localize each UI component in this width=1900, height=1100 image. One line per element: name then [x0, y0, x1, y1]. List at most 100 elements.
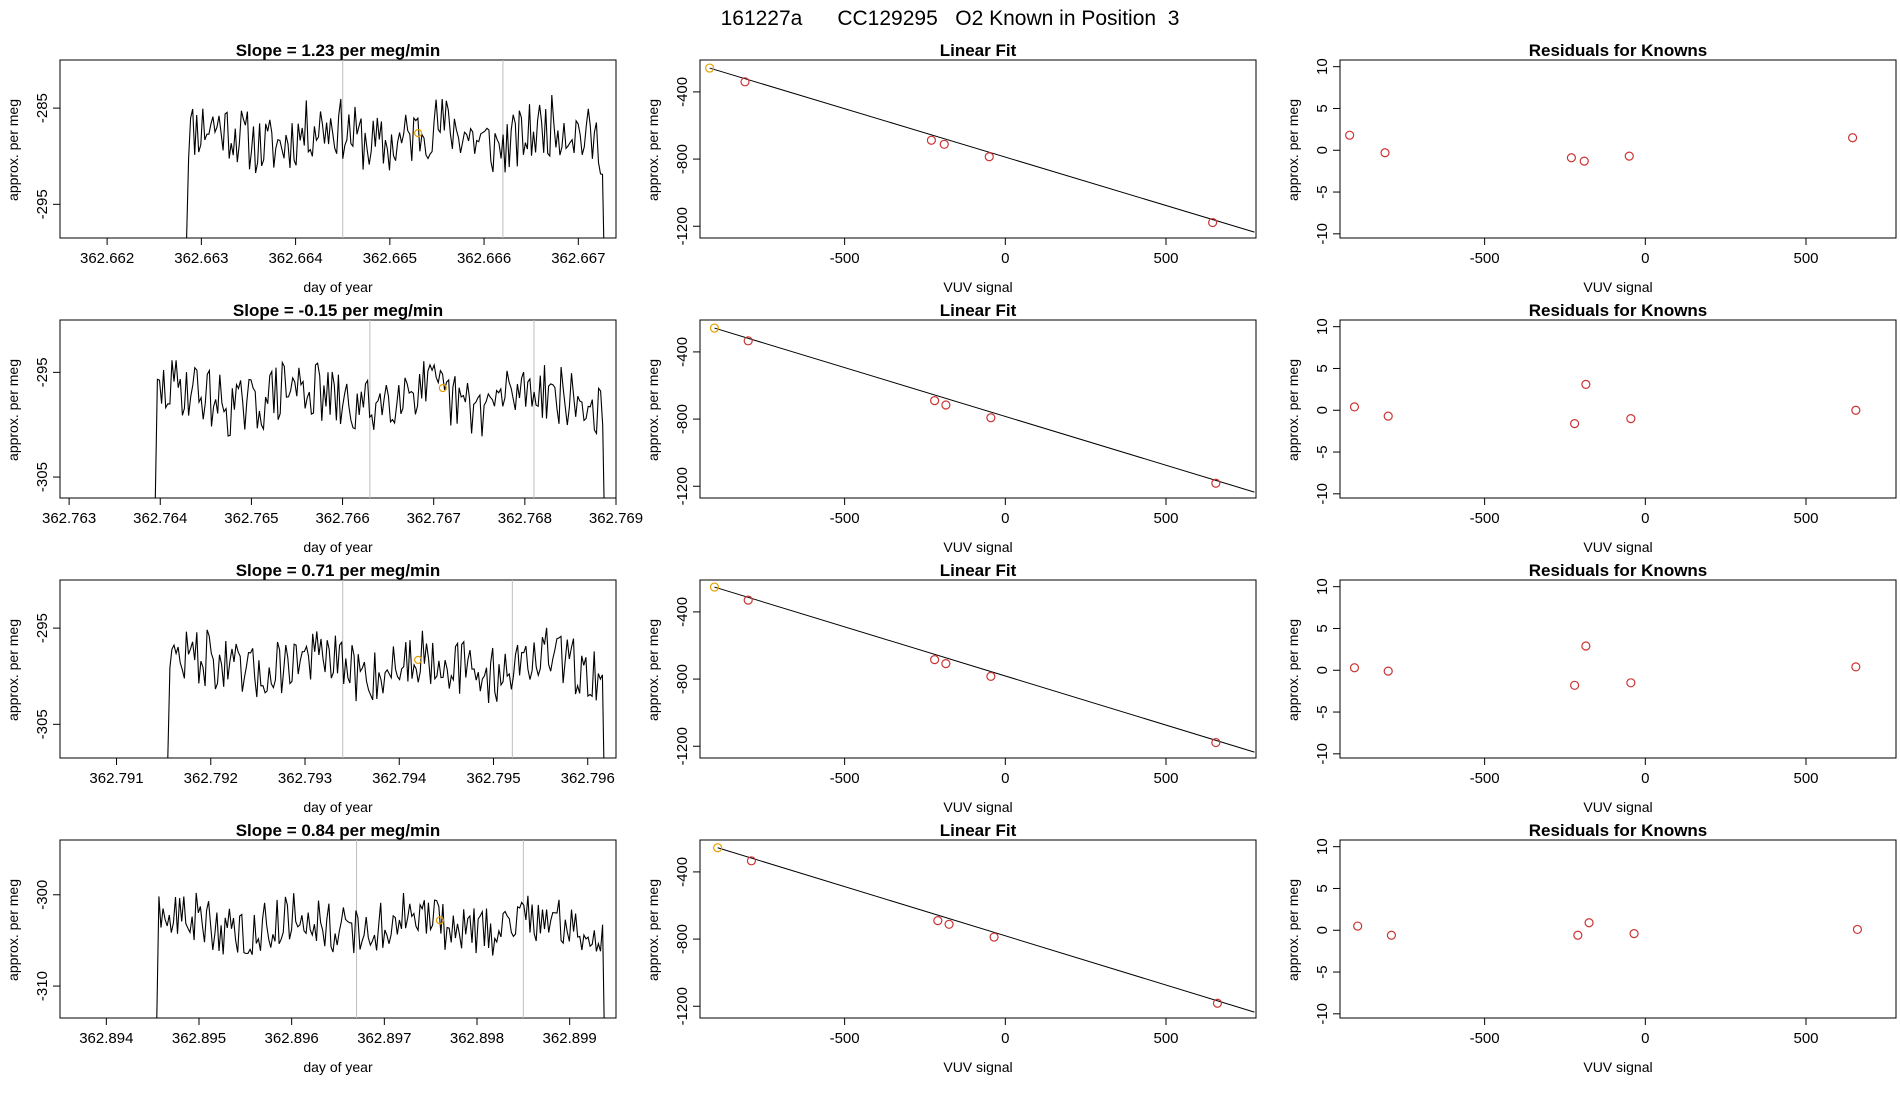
x-tick-label: 362.898	[450, 1030, 504, 1047]
x-tick-label: 0	[1641, 1030, 1649, 1047]
y-axis: -305 -295	[34, 357, 60, 492]
x-tick-label: 362.895	[172, 1030, 226, 1047]
y-tick-label: -5	[1314, 965, 1331, 978]
y-axis: -10 -5 0 5 10	[1314, 578, 1340, 765]
x-tick-label: 500	[1793, 1030, 1818, 1047]
data-point	[1345, 130, 1355, 140]
y-tick-label: 0	[1314, 666, 1331, 674]
res-ylabel: approx. per meg	[1285, 619, 1301, 721]
data-point	[1629, 928, 1639, 939]
y-axis: -10 -5 0 5 10	[1314, 58, 1340, 245]
data-point	[926, 135, 936, 145]
x-tick-label: 0	[1641, 510, 1649, 527]
y-tick-label: 0	[1314, 926, 1331, 934]
x-axis: 362.894 362.895 362.896 362.897 362.898 362.8…	[79, 1018, 597, 1047]
plot-data	[709, 323, 1255, 493]
data-point	[1570, 680, 1580, 690]
y-tick-label: 10	[1314, 318, 1331, 335]
data-point	[1848, 133, 1858, 143]
y-tick-label: -800	[674, 924, 691, 954]
fit-title: Linear Fit	[940, 301, 1017, 320]
fit-ylabel: approx. per meg	[645, 99, 661, 201]
x-tick-label: 362.667	[551, 250, 605, 267]
row-2: Slope = -0.15 per meg/min day of year ap…	[5, 301, 1897, 555]
plot-data	[1349, 379, 1861, 429]
row-4: Slope = 0.84 per meg/min day of year app…	[5, 821, 1897, 1075]
x-axis: 362.791 362.792 362.793 362.794 362.795 362.7…	[89, 758, 615, 787]
x-tick-label: 362.794	[372, 770, 426, 787]
highlight-point	[435, 916, 445, 925]
plot-frame	[699, 579, 1257, 759]
x-tick-label: -500	[1470, 770, 1500, 787]
plot-frame	[1339, 59, 1897, 239]
data-point	[1212, 998, 1223, 1008]
x-tick-label: 362.793	[278, 770, 332, 787]
data-point	[746, 856, 757, 866]
plot-frame	[699, 839, 1257, 1019]
highlight-point	[438, 383, 447, 393]
res-xlabel: VUV signal	[1583, 539, 1652, 555]
ts-xlabel: day of year	[303, 539, 373, 555]
x-axis: -500 0 500	[830, 1018, 1179, 1047]
res-ylabel: approx. per meg	[1285, 359, 1301, 461]
x-tick-label: 0	[1641, 250, 1649, 267]
x-axis: -500 0 500	[1470, 498, 1819, 527]
y-tick-label: -5	[1314, 445, 1331, 458]
x-tick-label: 500	[1153, 510, 1178, 527]
x-tick-label: 362.899	[543, 1030, 597, 1047]
res-title: Residuals for Knowns	[1529, 301, 1708, 320]
data-point	[986, 413, 996, 423]
data-point	[709, 582, 720, 592]
res-xlabel: VUV signal	[1583, 799, 1652, 815]
y-axis: -295 -285	[34, 93, 60, 219]
plot-data	[709, 582, 1255, 753]
y-tick-label: -295	[34, 613, 51, 643]
y-tick-label: -295	[34, 357, 51, 387]
data-point	[1584, 918, 1594, 928]
y-tick-label: -5	[1314, 705, 1331, 718]
x-tick-label: 500	[1793, 770, 1818, 787]
fit-xlabel: VUV signal	[943, 279, 1012, 295]
x-tick-label: 362.666	[457, 250, 511, 267]
y-tick-label: -285	[34, 93, 51, 123]
data-point	[713, 843, 723, 853]
x-tick-label: 362.664	[268, 250, 322, 267]
plot-frame	[59, 319, 617, 499]
ts-ylabel: approx. per meg	[5, 359, 21, 461]
x-tick-label: 362.894	[79, 1030, 133, 1047]
series-line	[156, 892, 605, 1018]
x-tick-label: 362.769	[589, 510, 643, 527]
y-tick-label: -400	[674, 597, 691, 627]
fit-title: Linear Fit	[940, 821, 1017, 840]
y-tick-label: -1200	[674, 207, 691, 245]
x-tick-label: 362.792	[184, 770, 238, 787]
plot-data	[186, 60, 605, 238]
data-point	[933, 916, 943, 926]
y-tick-label: -10	[1314, 743, 1331, 765]
x-tick-label: -500	[1470, 250, 1500, 267]
data-point	[1349, 663, 1360, 673]
y-axis: -10 -5 0 5 10	[1314, 318, 1340, 505]
plot-data	[154, 320, 605, 498]
data-point	[1581, 379, 1591, 389]
x-tick-label: 362.663	[174, 250, 228, 267]
data-point	[1570, 419, 1580, 429]
ts-title: Slope = 1.23 per meg/min	[236, 41, 441, 60]
ts-title: Slope = -0.15 per meg/min	[233, 301, 443, 320]
x-tick-label: 362.795	[466, 770, 520, 787]
x-tick-label: -500	[1470, 510, 1500, 527]
plot-frame	[1339, 319, 1897, 499]
data-point	[1208, 217, 1218, 228]
plot-data	[713, 843, 1255, 1013]
res-title: Residuals for Knowns	[1529, 41, 1708, 60]
data-point	[1626, 678, 1636, 688]
plot-data	[1349, 641, 1861, 690]
y-tick-label: -800	[674, 144, 691, 174]
y-tick-label: 5	[1314, 624, 1331, 632]
x-tick-label: 500	[1153, 250, 1178, 267]
fit-ylabel: approx. per meg	[645, 359, 661, 461]
ts-ylabel: approx. per meg	[5, 99, 21, 201]
fit-title: Linear Fit	[940, 41, 1017, 60]
data-point	[939, 139, 949, 149]
